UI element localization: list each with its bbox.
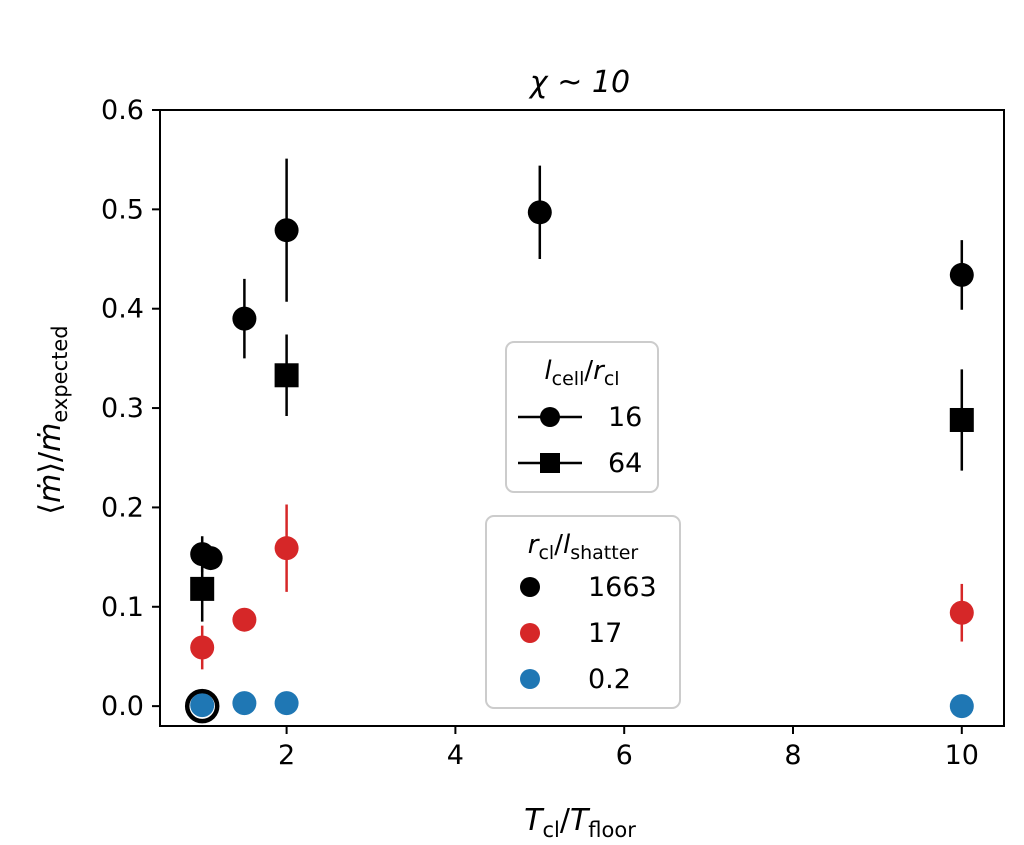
y-tick-label: 0.2: [101, 492, 144, 523]
data-point-circle: [274, 536, 299, 561]
legend-shatter-ratio: rcl/lshatter 1663 17 0.2: [485, 515, 681, 709]
legend-marker-17: [520, 623, 540, 643]
legend-marker-0.2: [520, 669, 540, 689]
x-tick-label: 8: [784, 740, 801, 771]
legend-cell-size-title: lcell/rcl: [544, 356, 619, 390]
x-tick-label: 2: [278, 740, 295, 771]
y-tick-label: 0.0: [101, 691, 144, 722]
data-marks: [184, 158, 974, 724]
legend-label-17: 17: [588, 618, 622, 649]
x-tick-label: 4: [447, 740, 464, 771]
x-tick-label: 10: [945, 740, 979, 771]
data-point-circle: [232, 607, 257, 632]
legend-label-64: 64: [608, 448, 642, 479]
plot-frame: [159, 109, 1005, 727]
data-point-circle: [274, 218, 299, 243]
data-point-open-circle: [184, 688, 220, 724]
legend-label-0.2: 0.2: [588, 664, 631, 695]
legend-shatter-title: rcl/lshatter: [528, 530, 639, 564]
data-point-circle: [949, 600, 974, 625]
y-tick-label: 0.4: [101, 294, 144, 325]
data-point-square: [949, 407, 974, 432]
x-tick-label: 6: [616, 740, 633, 771]
x-axis: 2 4 6 8 10: [278, 726, 979, 771]
y-tick-label: 0.1: [101, 592, 144, 623]
legend-square-marker: [540, 453, 560, 473]
y-tick-label: 0.6: [101, 95, 144, 126]
data-point-circle: [274, 691, 299, 716]
legend-circle-marker: [540, 407, 560, 427]
y-axis-label: ⟨ṁ⟩/ṁexpected: [33, 325, 72, 514]
data-point-circle: [232, 691, 257, 716]
data-point-circle: [198, 546, 223, 571]
legend-cell-size: lcell/rcl 16 64: [505, 341, 659, 493]
legend-shatter-box: [485, 515, 681, 709]
data-point-circle: [232, 306, 257, 331]
chart-title: χ ~ 10: [528, 65, 630, 100]
y-tick-label: 0.5: [101, 194, 144, 225]
data-point-circle: [190, 693, 215, 718]
y-tick-label: 0.3: [101, 393, 144, 424]
data-point-circle: [527, 200, 552, 225]
data-point-circle: [190, 635, 215, 660]
legend-label-1663: 1663: [588, 572, 657, 603]
x-axis-label: Tcl/Tfloor: [524, 803, 636, 842]
data-point-circle: [949, 262, 974, 287]
data-point-square: [190, 576, 215, 601]
y-axis: 0.0 0.1 0.2 0.3 0.4 0.5 0.6: [101, 95, 160, 722]
data-point-square: [274, 363, 299, 388]
legend-marker-1663: [520, 577, 540, 597]
legend-label-16: 16: [608, 402, 642, 433]
data-point-circle: [949, 694, 974, 719]
